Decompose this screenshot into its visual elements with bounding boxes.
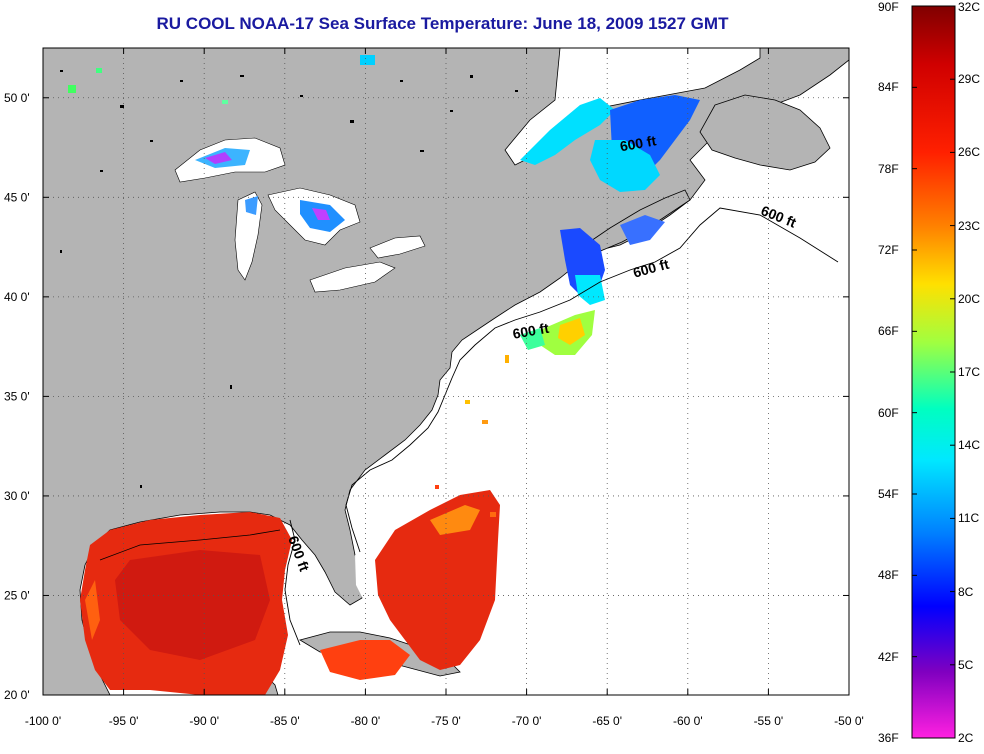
colorbar-c-label: 17C <box>958 365 981 379</box>
canada-lakes <box>60 70 518 488</box>
lat-tick-label: 35 0' <box>4 389 30 403</box>
contour-label: 600 ft <box>619 132 658 154</box>
sst-gulf-of-mexico <box>80 512 292 695</box>
colorbar-f-label: 54F <box>878 487 899 501</box>
contour-label: 600 ft <box>511 320 550 342</box>
colorbar-c-label: 32C <box>958 0 981 14</box>
colorbar-c-label: 23C <box>958 218 981 233</box>
colorbar-c-label: 2C <box>958 731 974 745</box>
colorbar-ticks <box>912 5 955 739</box>
lon-tick-label: -60 0' <box>673 714 703 728</box>
lat-tick-label: 20 0' <box>4 688 30 702</box>
lat-tick-label: 40 0' <box>4 290 30 304</box>
lon-tick-label: -85 0' <box>270 714 300 728</box>
colorbar-f-label: 66F <box>878 324 899 339</box>
colorbar-f-label: 78F <box>878 161 899 176</box>
lat-tick-label: 30 0' <box>4 489 30 503</box>
colorbar-c-label: 5C <box>958 657 974 672</box>
colorbar-c-label: 11C <box>958 511 980 526</box>
lon-tick-label: -100 0' <box>25 714 61 728</box>
colorbar-c-label: 8C <box>958 584 974 599</box>
lat-tick-label: 50 0' <box>4 91 30 105</box>
lon-tick-label: -65 0' <box>592 714 622 728</box>
colorbar-gradient <box>911 5 956 739</box>
colorbar-f-label: 42F <box>878 649 899 664</box>
lon-tick-label: -80 0' <box>351 714 381 728</box>
bathymetry-contour-600ft <box>345 207 839 553</box>
colorbar-f-label: 60F <box>878 405 899 420</box>
colorbar-c-label: 26C <box>958 145 981 160</box>
lon-tick-label: -70 0' <box>512 714 542 728</box>
colorbar-f-label: 72F <box>878 243 899 257</box>
lat-tick-label: 45 0' <box>4 190 30 204</box>
map-title: RU COOL NOAA-17 Sea Surface Temperature:… <box>156 14 729 33</box>
lat-tick-label: 25 0' <box>4 588 30 602</box>
colorbar-c-label: 29C <box>958 72 981 87</box>
colorbar-f-label: 90F <box>878 0 899 14</box>
lon-tick-label: -95 0' <box>109 714 139 728</box>
colorbar-c-label: 20C <box>958 291 981 306</box>
land-newfoundland <box>699 94 831 171</box>
colorbar-f-label: 48F <box>878 568 899 583</box>
lon-tick-label: -90 0' <box>189 714 219 728</box>
colorbar-f-label: 84F <box>878 80 899 95</box>
colorbar-f-label: 36F <box>878 731 899 745</box>
lon-tick-label: -75 0' <box>431 714 461 728</box>
sst-specks <box>68 55 509 517</box>
axis-ticks: -100 0' -95 0' -90 0' -85 0' -80 0' -75 0' -70… <box>4 48 864 728</box>
colorbar-c-label: 14C <box>958 438 981 453</box>
sst-bahamas <box>320 490 500 680</box>
great-lakes <box>174 137 426 293</box>
lon-tick-label: -55 0' <box>754 714 784 728</box>
lon-tick-label: -50 0' <box>834 714 864 728</box>
